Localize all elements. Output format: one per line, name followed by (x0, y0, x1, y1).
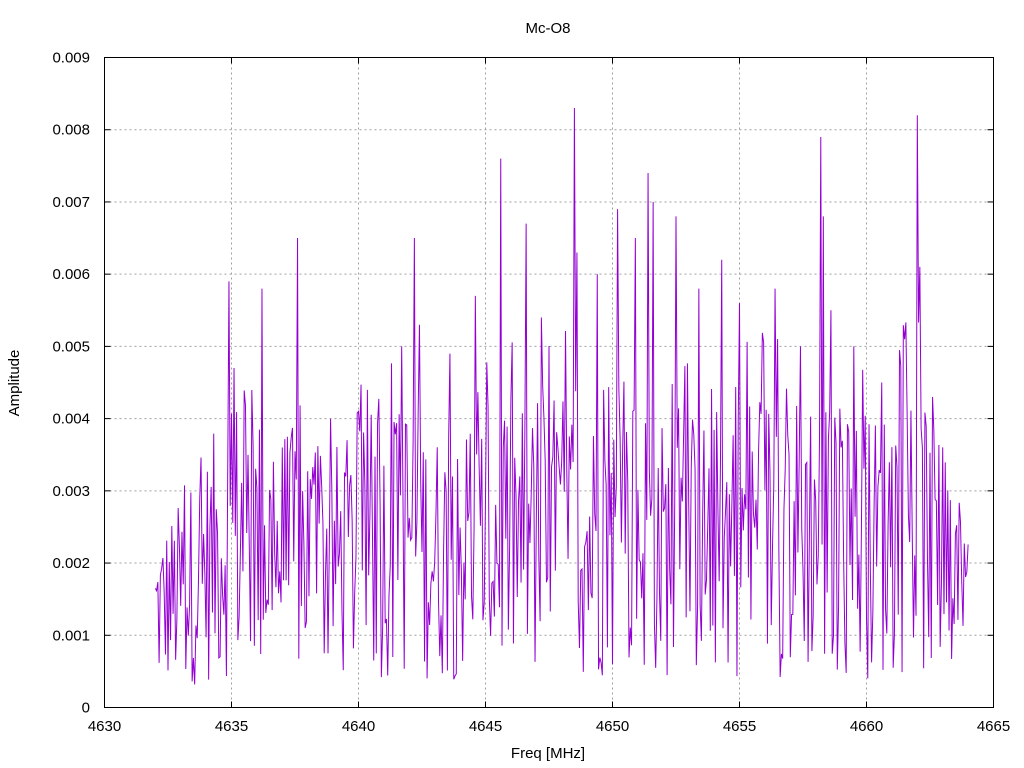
x-tick-label: 4650 (596, 718, 629, 735)
y-tick-labels: 0 0.001 0.002 0.003 0.004 0.005 0.006 0.007 0.00… (52, 50, 90, 717)
y-tick-label: 0.009 (52, 50, 90, 67)
y-tick-label: 0.001 (52, 627, 90, 644)
plot-frame (104, 57, 994, 708)
grid-lines (104, 57, 994, 708)
x-tick-label: 4645 (469, 718, 502, 735)
y-tick-label: 0.007 (52, 194, 90, 211)
x-tick-label: 4665 (977, 718, 1010, 735)
axis-ticks (104, 57, 994, 708)
y-tick-label: 0.004 (52, 411, 90, 428)
x-tick-label: 4655 (723, 718, 756, 735)
amplitude-series-line (154, 108, 969, 685)
y-tick-label: 0.005 (52, 338, 90, 355)
y-tick-label: 0.002 (52, 555, 90, 572)
x-tick-label: 4660 (850, 718, 883, 735)
x-tick-label: 4640 (342, 718, 375, 735)
x-axis-label: Freq [MHz] (511, 745, 585, 762)
y-axis-label: Amplitude (6, 350, 23, 417)
y-tick-label: 0.003 (52, 483, 90, 500)
y-tick-label: 0.006 (52, 266, 90, 283)
y-tick-label: 0.008 (52, 122, 90, 139)
chart-title: Mc-O8 (526, 20, 571, 37)
x-tick-label: 4635 (215, 718, 248, 735)
x-tick-label: 4630 (88, 718, 121, 735)
x-tick-labels: 4630 4635 4640 4645 4650 4655 4660 4665 (88, 718, 1010, 735)
y-tick-label: 0 (82, 700, 90, 717)
